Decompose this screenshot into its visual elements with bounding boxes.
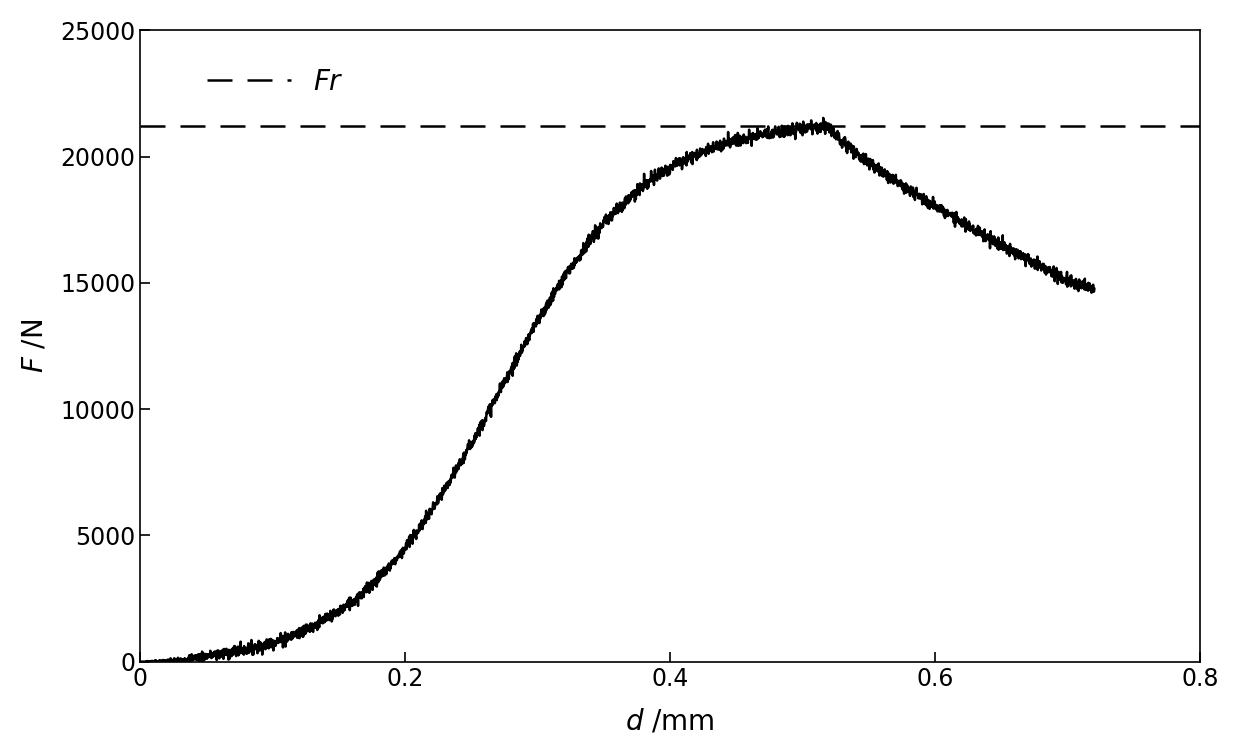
Y-axis label: $\it{F}$ /N: $\it{F}$ /N	[21, 319, 48, 373]
X-axis label: $\it{d}$ /mm: $\it{d}$ /mm	[625, 707, 715, 735]
Legend: $\mathit{Fr}$: $\mathit{Fr}$	[196, 57, 355, 107]
